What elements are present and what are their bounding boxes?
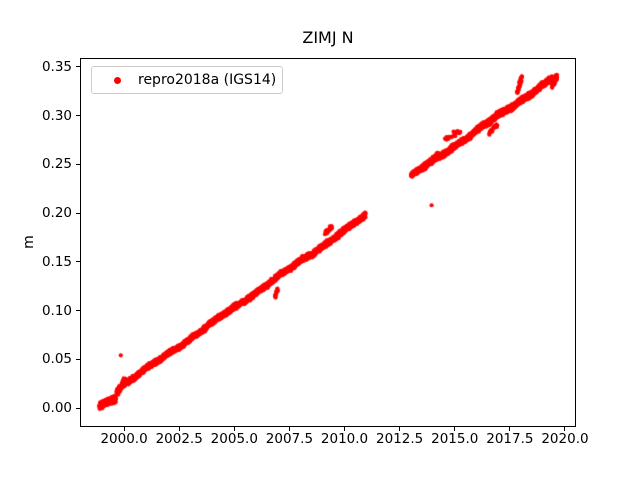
x-tick-mark bbox=[454, 427, 456, 431]
x-tick-label: 2020.0 bbox=[541, 431, 589, 447]
x-tick-mark bbox=[233, 427, 235, 431]
x-tick-label: 2007.5 bbox=[265, 431, 314, 447]
y-tick-label: 0.25 bbox=[41, 156, 72, 173]
legend-dot-marker bbox=[114, 76, 121, 84]
y-tick-mark bbox=[76, 212, 80, 214]
x-tick-mark bbox=[564, 427, 566, 431]
y-tick-mark bbox=[76, 115, 80, 117]
x-tick-mark bbox=[399, 427, 401, 431]
y-tick-label: 0.05 bbox=[41, 351, 72, 368]
y-tick-mark bbox=[76, 407, 80, 409]
x-tick-label: 2012.5 bbox=[376, 431, 424, 447]
y-tick-label: 0.30 bbox=[41, 107, 72, 124]
x-tick-label: 2000.0 bbox=[100, 431, 148, 447]
x-tick-label: 2005.0 bbox=[210, 431, 258, 447]
y-axis-label: m bbox=[21, 235, 37, 249]
legend: repro2018a (IGS14) bbox=[91, 66, 283, 94]
y-tick-label: 0.15 bbox=[41, 253, 72, 270]
y-tick-label: 0.20 bbox=[41, 205, 72, 222]
y-tick-mark bbox=[76, 163, 80, 165]
x-tick-label: 2017.5 bbox=[486, 431, 534, 447]
y-tick-label: 0.35 bbox=[41, 58, 72, 75]
x-tick-mark bbox=[344, 427, 346, 431]
x-tick-label: 2015.0 bbox=[431, 431, 479, 447]
x-tick-mark bbox=[509, 427, 511, 431]
x-tick-mark bbox=[178, 427, 180, 431]
x-tick-mark bbox=[288, 427, 290, 431]
scatter-plot-canvas bbox=[80, 58, 576, 427]
y-tick-mark bbox=[76, 261, 80, 263]
y-tick-mark bbox=[76, 358, 80, 360]
plot-border bbox=[80, 58, 576, 427]
y-tick-mark bbox=[76, 66, 80, 68]
x-tick-label: 2010.0 bbox=[320, 431, 369, 447]
x-tick-label: 2002.5 bbox=[155, 431, 203, 447]
y-tick-label: 0.00 bbox=[41, 400, 72, 417]
y-tick-mark bbox=[76, 310, 80, 312]
x-tick-mark bbox=[123, 427, 125, 431]
y-tick-label: 0.10 bbox=[41, 302, 72, 319]
chart-title: ZIMJ N bbox=[302, 28, 354, 47]
legend-label: repro2018a (IGS14) bbox=[138, 72, 277, 88]
